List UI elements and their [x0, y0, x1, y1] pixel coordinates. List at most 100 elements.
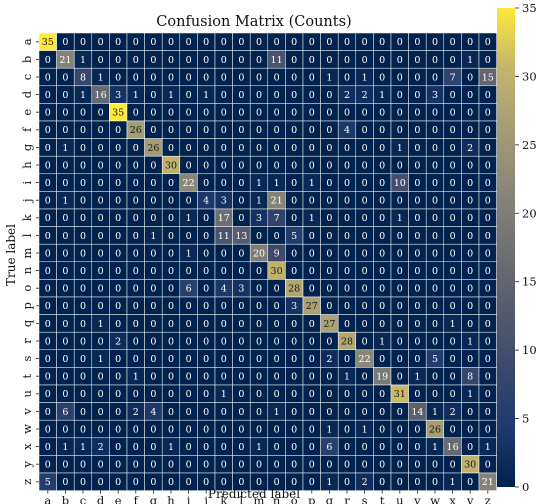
cell-value-i-s: 0: [362, 178, 368, 189]
cell-value-d-j: 1: [203, 90, 209, 101]
y-tick-h: h: [20, 161, 34, 169]
cell-value-s-n: 0: [274, 354, 280, 365]
cell-value-e-x: 0: [450, 108, 456, 119]
cell-value-p-g: 0: [150, 301, 156, 312]
cell-value-u-r: 0: [344, 389, 350, 400]
cell-value-m-j: 0: [203, 248, 209, 259]
cell-value-n-m: 0: [256, 266, 262, 277]
cell-value-k-d: 0: [98, 213, 104, 224]
y-tick-p: p: [20, 302, 34, 309]
cell-value-x-r: 0: [344, 442, 350, 453]
cell-value-c-c: 8: [80, 72, 86, 83]
cell-value-n-f: 0: [133, 266, 139, 277]
cell-value-h-y: 0: [467, 160, 473, 171]
cell-value-m-k: 0: [221, 248, 227, 259]
cell-value-x-c: 1: [80, 442, 86, 453]
cell-value-i-m: 1: [256, 178, 262, 189]
cell-value-a-e: 0: [115, 37, 121, 48]
cell-value-n-t: 0: [379, 266, 385, 277]
x-tick-k: k: [220, 494, 228, 504]
cell-value-k-o: 0: [291, 213, 297, 224]
cell-value-m-q: 0: [326, 248, 332, 259]
cell-value-f-b: 0: [62, 125, 68, 136]
cell-value-o-m: 0: [256, 284, 262, 295]
cell-value-y-h: 0: [168, 460, 174, 471]
cell-value-o-g: 0: [150, 284, 156, 295]
colorbar-tick-15: 15: [522, 275, 537, 289]
cell-value-c-x: 7: [450, 72, 456, 83]
cell-value-f-h: 0: [168, 125, 174, 136]
cell-value-j-q: 0: [326, 196, 332, 207]
cell-value-t-k: 0: [221, 372, 227, 383]
cell-value-e-t: 0: [379, 108, 385, 119]
cell-value-i-y: 0: [467, 178, 473, 189]
cell-value-h-o: 0: [291, 160, 297, 171]
cell-value-h-u: 0: [397, 160, 403, 171]
cell-value-n-e: 0: [115, 266, 121, 277]
cell-value-s-i: 0: [186, 354, 192, 365]
cell-value-v-w: 1: [432, 407, 438, 418]
cell-value-u-j: 0: [203, 389, 209, 400]
cell-value-p-x: 0: [450, 301, 456, 312]
cell-value-m-c: 0: [80, 248, 86, 259]
cell-value-g-r: 0: [344, 143, 350, 154]
x-tick-t: t: [380, 494, 385, 504]
cell-value-n-x: 0: [450, 266, 456, 277]
cell-value-d-w: 3: [432, 90, 438, 101]
cell-value-u-e: 0: [115, 389, 121, 400]
x-tick-d: d: [97, 494, 105, 504]
colorbar-tick-35: 35: [522, 1, 537, 15]
x-tick-y: y: [466, 494, 474, 504]
cell-value-e-g: 0: [150, 108, 156, 119]
cell-value-l-x: 0: [450, 231, 456, 242]
cell-value-z-o: 0: [291, 477, 297, 488]
cell-value-s-p: 0: [309, 354, 315, 365]
cell-value-j-h: 0: [168, 196, 174, 207]
cell-value-k-e: 0: [115, 213, 121, 224]
y-tick-i: i: [20, 180, 34, 184]
cell-value-y-r: 0: [344, 460, 350, 471]
cell-value-n-k: 0: [221, 266, 227, 277]
cell-value-o-k: 4: [221, 284, 227, 295]
cell-value-h-e: 0: [115, 160, 121, 171]
cell-value-x-d: 2: [98, 442, 104, 453]
cell-value-r-m: 0: [256, 336, 262, 347]
cell-value-x-j: 0: [203, 442, 209, 453]
cell-value-x-t: 0: [379, 442, 385, 453]
cell-value-t-g: 0: [150, 372, 156, 383]
cell-value-p-a: 0: [45, 301, 51, 312]
cell-value-s-t: 0: [379, 354, 385, 365]
cell-value-x-m: 1: [256, 442, 262, 453]
cell-value-f-r: 4: [344, 125, 350, 136]
cell-value-l-q: 0: [326, 231, 332, 242]
cell-value-x-l: 0: [238, 442, 244, 453]
cell-value-p-j: 0: [203, 301, 209, 312]
cell-value-d-q: 0: [326, 90, 332, 101]
cell-value-f-u: 0: [397, 125, 403, 136]
cell-value-n-l: 0: [238, 266, 244, 277]
cell-value-w-e: 0: [115, 424, 121, 435]
cell-value-d-m: 0: [256, 90, 262, 101]
cell-value-p-h: 0: [168, 301, 174, 312]
cell-value-f-q: 0: [326, 125, 332, 136]
cell-value-k-h: 0: [168, 213, 174, 224]
cell-value-z-c: 0: [80, 477, 86, 488]
cell-value-w-k: 0: [221, 424, 227, 435]
cell-value-o-i: 6: [186, 284, 192, 295]
cell-value-y-k: 0: [221, 460, 227, 471]
cell-value-j-x: 0: [450, 196, 456, 207]
cell-value-q-n: 0: [274, 319, 280, 330]
cell-value-e-y: 0: [467, 108, 473, 119]
cell-value-i-d: 0: [98, 178, 104, 189]
cell-value-j-y: 0: [467, 196, 473, 207]
cell-value-r-j: 0: [203, 336, 209, 347]
cell-value-d-o: 0: [291, 90, 297, 101]
cell-value-p-q: 0: [326, 301, 332, 312]
cell-value-u-f: 0: [133, 389, 139, 400]
x-tick-g: g: [150, 494, 158, 504]
cell-value-p-p: 27: [306, 301, 318, 312]
cell-value-u-s: 0: [362, 389, 368, 400]
cell-value-e-c: 0: [80, 108, 86, 119]
cell-value-w-f: 0: [133, 424, 139, 435]
cell-value-y-w: 0: [432, 460, 438, 471]
